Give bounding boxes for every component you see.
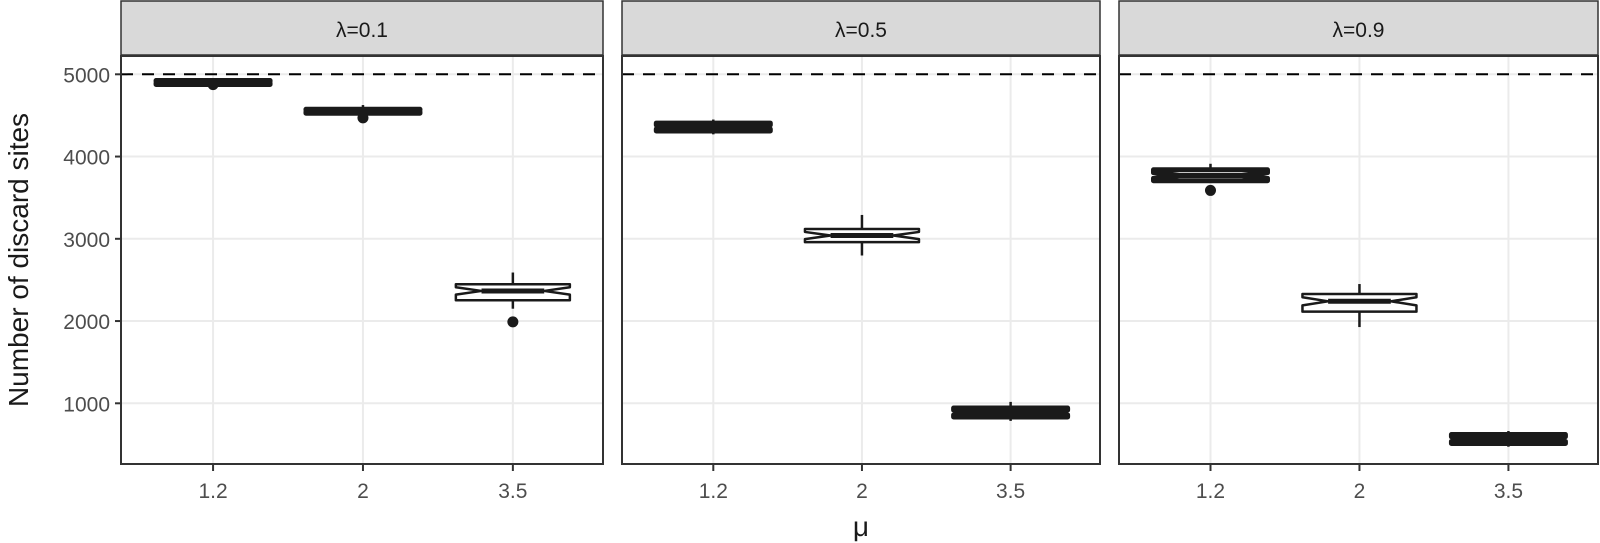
facet-strip-label: λ=0.1: [336, 19, 388, 42]
y-tick-label: 2000: [63, 311, 110, 334]
x-tick-label: 1.2: [699, 480, 728, 503]
facet-strip-label: λ=0.9: [1333, 19, 1385, 42]
facet-panel: λ=0.5 1.2 2 3.5: [621, 0, 1101, 503]
outlier-point: [1204, 184, 1216, 196]
boxplot-3.5: [454, 272, 572, 328]
x-tick-label: 3.5: [498, 480, 527, 503]
boxplot-1.2: [1150, 163, 1270, 196]
y-tick-label: 5000: [63, 64, 110, 87]
x-tick-label: 2: [1354, 480, 1366, 503]
x-tick-label: 1.2: [1196, 480, 1225, 503]
x-tick-label: 3.5: [996, 480, 1025, 503]
y-axis: 1000 2000 3000 4000 5000: [63, 64, 121, 416]
x-tick-label: 2: [357, 480, 369, 503]
x-axis-title: μ: [853, 511, 869, 542]
x-tick-label: 2: [856, 480, 868, 503]
outlier-point: [207, 79, 219, 91]
x-tick-label: 3.5: [1494, 480, 1523, 503]
facet-panel: λ=0.9 1.2 2 3.5: [1118, 0, 1599, 503]
boxplot-2: [303, 105, 423, 124]
y-tick-label: 4000: [63, 147, 110, 170]
facet-strip-label: λ=0.5: [835, 19, 887, 42]
boxplot-2: [1301, 284, 1418, 328]
boxplot-2: [803, 214, 921, 256]
boxplot-1.2: [153, 77, 273, 91]
outlier-point: [357, 112, 369, 124]
facet-panel: λ=0.1 1.2 2 3.5: [120, 0, 604, 503]
boxplot-3.5: [951, 401, 1071, 421]
boxplot-3.5: [1448, 431, 1568, 447]
y-tick-label: 1000: [63, 393, 110, 416]
facet-panels: λ=0.1 1.2 2 3.5 λ=0.5 1.2 2 3.5 λ=0.9 1.2 2 3.5: [120, 0, 1599, 503]
y-axis-title: Number of discard sites: [3, 113, 34, 407]
facet-strip: [120, 0, 604, 56]
facet-strip: [1118, 0, 1599, 56]
x-tick-label: 1.2: [198, 480, 227, 503]
y-tick-label: 3000: [63, 229, 110, 252]
outlier-point: [507, 316, 519, 328]
facet-strip: [621, 0, 1101, 56]
boxplot-1.2: [653, 119, 773, 135]
